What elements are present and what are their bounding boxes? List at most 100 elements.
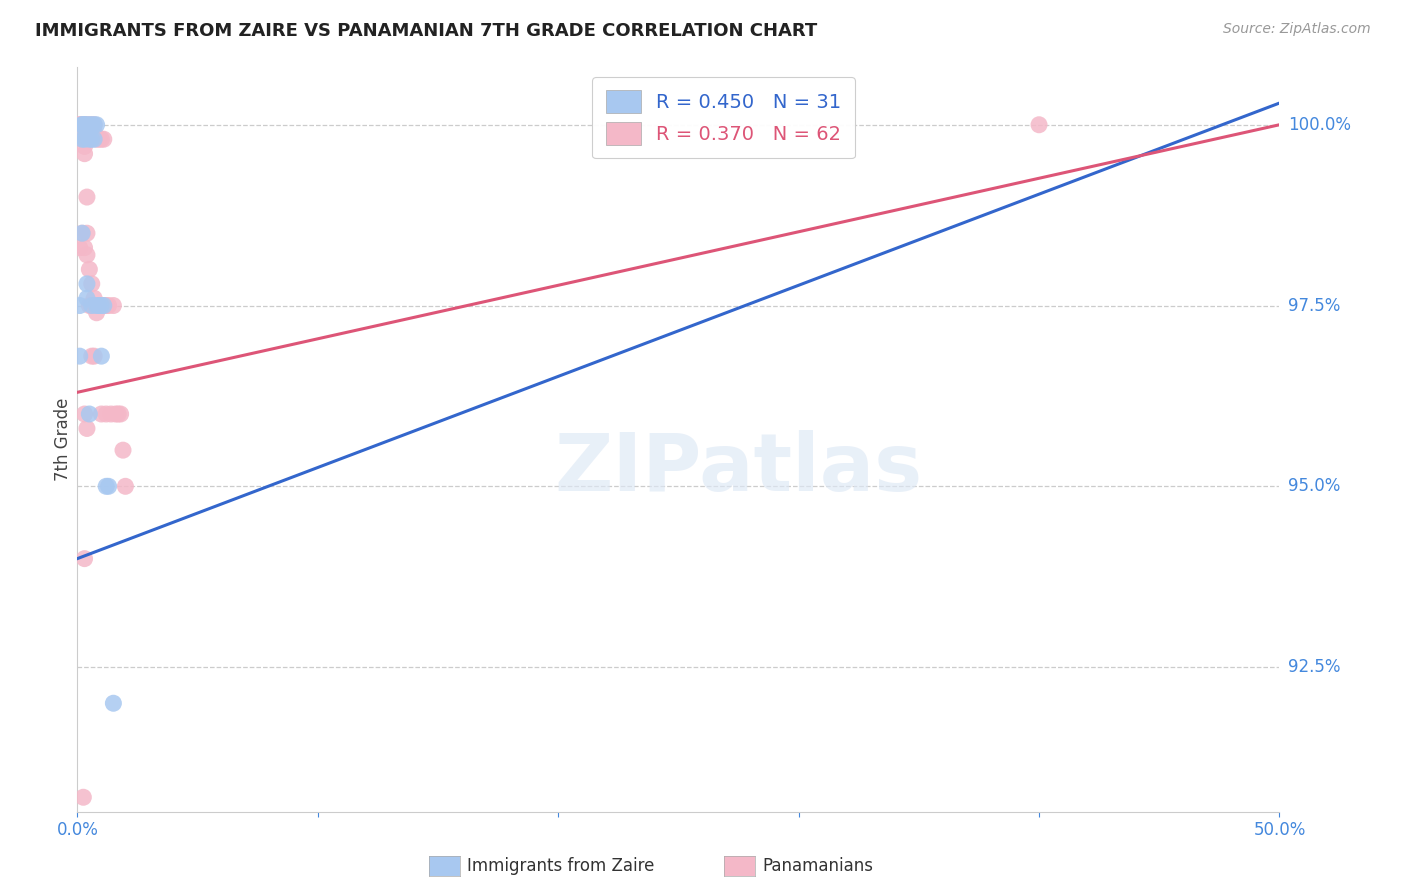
Point [83, 349, 105, 363]
Point [103, 299, 125, 313]
Point [83, 132, 105, 146]
Text: Immigrants from Zaire: Immigrants from Zaire [467, 857, 654, 875]
Point [90, 132, 112, 146]
Point [86, 299, 108, 313]
Point [96, 299, 118, 313]
Point [90, 299, 112, 313]
Point [93, 299, 115, 313]
Point [80, 299, 103, 313]
Text: 95.0%: 95.0% [1288, 477, 1340, 495]
Point [111, 443, 134, 458]
Y-axis label: 7th Grade: 7th Grade [53, 398, 72, 481]
Point [76, 248, 98, 262]
Point [70, 118, 93, 132]
Point [72, 790, 94, 805]
Point [79, 132, 101, 146]
Text: Panamanians: Panamanians [762, 857, 873, 875]
Point [79, 125, 101, 139]
Point [73, 118, 96, 132]
Point [73, 551, 96, 566]
Point [76, 125, 98, 139]
Point [80, 118, 103, 132]
Point [70, 118, 93, 132]
Point [69, 241, 91, 255]
Point [79, 299, 101, 313]
Legend: R = 0.450   N = 31, R = 0.370   N = 62: R = 0.450 N = 31, R = 0.370 N = 62 [592, 77, 855, 159]
Point [69, 118, 91, 132]
Point [69, 349, 91, 363]
Point [76, 226, 98, 240]
Point [70, 118, 93, 132]
Text: Source: ZipAtlas.com: Source: ZipAtlas.com [1223, 22, 1371, 37]
Point [80, 118, 103, 132]
Point [83, 291, 105, 305]
Point [97, 299, 120, 313]
Point [73, 132, 96, 146]
Text: IMMIGRANTS FROM ZAIRE VS PANAMANIAN 7TH GRADE CORRELATION CHART: IMMIGRANTS FROM ZAIRE VS PANAMANIAN 7TH … [35, 22, 817, 40]
Point [79, 125, 101, 139]
Point [70, 118, 93, 132]
Point [103, 696, 125, 710]
Point [73, 118, 96, 132]
Point [100, 407, 122, 421]
Point [93, 299, 115, 313]
Point [73, 139, 96, 153]
Text: 97.5%: 97.5% [1288, 296, 1340, 315]
Point [76, 118, 98, 132]
Point [70, 226, 93, 240]
Point [83, 125, 105, 139]
Point [73, 118, 96, 132]
Point [73, 118, 96, 132]
Point [80, 132, 103, 146]
Text: 92.5%: 92.5% [1288, 658, 1340, 676]
Point [83, 118, 105, 132]
Point [87, 299, 110, 313]
Point [86, 306, 108, 320]
Point [70, 118, 93, 132]
Point [86, 118, 108, 132]
Point [70, 125, 93, 139]
Point [70, 226, 93, 240]
Point [90, 407, 112, 421]
Point [80, 277, 103, 291]
Point [96, 407, 118, 421]
Point [87, 299, 110, 313]
Point [1028, 118, 1050, 132]
Point [104, 407, 127, 421]
Text: 100.0%: 100.0% [1288, 116, 1351, 134]
Point [73, 146, 96, 161]
Point [69, 125, 91, 139]
Point [73, 241, 96, 255]
Point [69, 299, 91, 313]
Point [76, 277, 98, 291]
Point [114, 479, 136, 493]
Point [107, 407, 129, 421]
Point [69, 118, 91, 132]
Point [79, 262, 101, 277]
Point [83, 118, 105, 132]
Point [80, 299, 103, 313]
Point [90, 299, 112, 313]
Point [79, 118, 101, 132]
Point [76, 421, 98, 435]
Point [76, 125, 98, 139]
Point [80, 125, 103, 139]
Point [73, 118, 96, 132]
Point [96, 479, 118, 493]
Point [86, 299, 108, 313]
Point [73, 407, 96, 421]
Point [86, 132, 108, 146]
Point [90, 349, 112, 363]
Point [76, 132, 98, 146]
Point [70, 132, 93, 146]
Point [110, 407, 132, 421]
Point [97, 479, 120, 493]
Point [76, 118, 98, 132]
Point [76, 291, 98, 305]
Point [79, 407, 101, 421]
Text: ZIPatlas: ZIPatlas [554, 430, 922, 508]
Point [76, 190, 98, 204]
Point [73, 125, 96, 139]
Point [93, 132, 115, 146]
Point [80, 349, 103, 363]
